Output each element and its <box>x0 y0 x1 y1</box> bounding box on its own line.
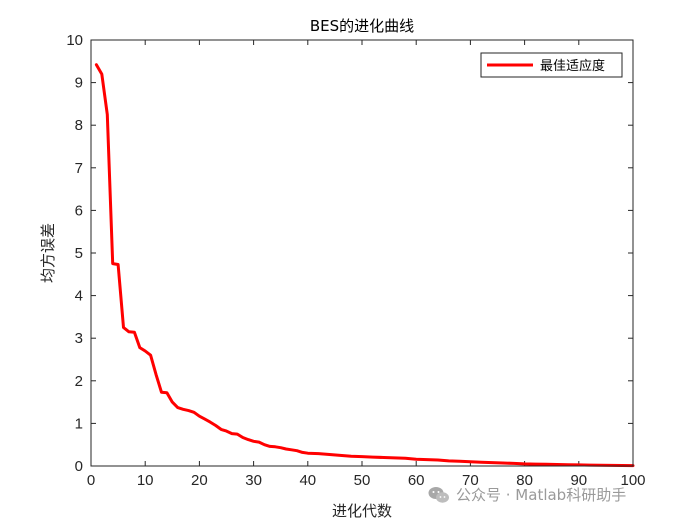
y-tick-label: 10 <box>66 32 83 49</box>
x-tick-label: 50 <box>354 472 371 489</box>
x-tick-label: 80 <box>516 472 533 489</box>
x-tick-label: 90 <box>570 472 587 489</box>
y-tick-label: 5 <box>75 245 83 262</box>
chart-title: BES的进化曲线 <box>310 17 414 35</box>
x-tick-label: 40 <box>299 472 316 489</box>
series-line-best-fitness <box>94 63 635 468</box>
watermark: 公众号 · Matlab科研助手 <box>428 484 626 505</box>
series-group <box>94 63 635 468</box>
y-tick-label: 6 <box>75 202 83 219</box>
x-tick-label: 30 <box>245 472 262 489</box>
y-tick-label: 2 <box>75 373 83 390</box>
y-tick-label: 3 <box>75 330 83 347</box>
legend: 最佳适应度 <box>480 52 623 78</box>
y-axis-title: 均方误差 <box>39 223 57 283</box>
tick-group: 0 10 20 30 40 50 60 70 80 90 100 0 1 2 3 4 5 6 7 8 9 10 <box>66 32 645 489</box>
y-tick-label: 8 <box>75 117 83 134</box>
y-tick-label: 4 <box>75 288 83 305</box>
wechat-icon <box>428 486 449 503</box>
watermark-text: 公众号 · Matlab科研助手 <box>456 486 627 504</box>
x-tick-label: 0 <box>87 472 95 489</box>
legend-label: 最佳适应度 <box>540 58 605 74</box>
x-tick-label: 100 <box>620 472 645 489</box>
x-axis-title: 进化代数 <box>332 502 392 520</box>
axes-box <box>90 39 634 467</box>
y-tick-label: 0 <box>75 458 83 475</box>
x-tick-label: 20 <box>191 472 208 489</box>
plot-area <box>91 40 633 466</box>
x-tick-label: 60 <box>408 472 425 489</box>
x-tick-label: 70 <box>462 472 479 489</box>
y-tick-label: 7 <box>75 160 83 177</box>
y-tick-label: 9 <box>75 75 83 92</box>
x-tick-label: 10 <box>137 472 154 489</box>
y-tick-label: 1 <box>75 415 83 432</box>
